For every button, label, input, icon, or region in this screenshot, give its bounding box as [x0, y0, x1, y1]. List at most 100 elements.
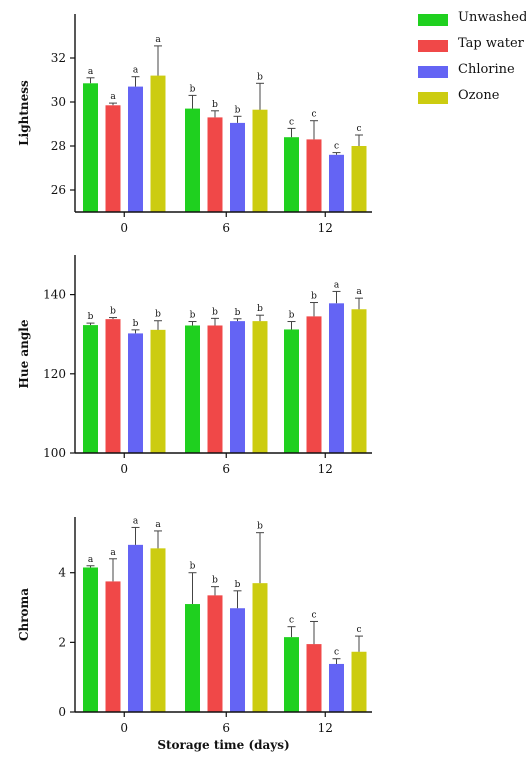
significance-label: b	[133, 319, 139, 329]
y-tick-label: 140	[43, 288, 66, 302]
x-tick-label: 0	[120, 462, 128, 476]
significance-label: c	[356, 625, 361, 635]
significance-label: a	[133, 66, 139, 76]
significance-label: b	[212, 576, 218, 586]
legend-label: Chlorine	[458, 62, 515, 77]
bar	[150, 75, 166, 212]
significance-label: a	[155, 520, 161, 530]
bar	[185, 325, 200, 453]
legend-item-unwashed: Unwashed	[418, 10, 526, 36]
legend-swatch-unwashed	[418, 14, 448, 26]
x-tick-label: 6	[222, 721, 230, 735]
bar	[230, 122, 245, 212]
significance-label: c	[311, 110, 316, 120]
y-tick-label: 4	[58, 566, 66, 580]
legend-swatch-tap-water	[418, 40, 448, 52]
significance-label: a	[88, 555, 94, 565]
x-tick-label: 12	[318, 721, 333, 735]
significance-label: b	[257, 522, 263, 532]
bar	[207, 325, 223, 453]
bar	[306, 644, 322, 712]
x-tick-label: 6	[222, 462, 230, 476]
y-axis-title: Chroma	[17, 588, 31, 641]
legend-label: Unwashed	[458, 10, 526, 25]
significance-label: b	[257, 304, 263, 314]
significance-label: b	[235, 308, 241, 318]
legend-item-ozone: Ozone	[418, 88, 523, 114]
significance-label: c	[334, 142, 339, 152]
x-axis-title: Storage time (days)	[157, 738, 289, 752]
significance-label: b	[235, 105, 241, 115]
bar	[185, 604, 200, 712]
bar	[351, 146, 367, 212]
significance-label: a	[133, 516, 139, 526]
bar	[128, 86, 143, 212]
bar	[185, 108, 200, 212]
y-tick-label: 26	[51, 183, 66, 197]
significance-label: c	[356, 124, 361, 134]
x-tick-label: 0	[120, 721, 128, 735]
bar	[351, 309, 367, 453]
bar	[207, 117, 223, 212]
significance-label: a	[334, 280, 340, 290]
bar	[329, 303, 344, 453]
legend-swatch-ozone	[418, 92, 448, 104]
significance-label: c	[289, 616, 294, 626]
significance-label: b	[88, 312, 94, 322]
significance-label: a	[356, 287, 362, 297]
bar	[128, 333, 143, 453]
legend-label: Tap water	[458, 36, 524, 51]
bar	[306, 139, 322, 212]
x-tick-label: 6	[222, 221, 230, 235]
significance-label: b	[155, 310, 161, 320]
significance-label: a	[110, 548, 116, 558]
significance-label: b	[289, 311, 295, 321]
bar	[105, 105, 121, 212]
legend-item-chlorine: Chlorine	[418, 62, 523, 88]
significance-label: b	[190, 311, 196, 321]
bar	[83, 567, 98, 712]
significance-label: b	[257, 72, 263, 82]
significance-label: b	[190, 562, 196, 572]
y-axis-title: Hue angle	[17, 319, 31, 388]
y-tick-label: 28	[51, 139, 66, 153]
y-tick-label: 100	[43, 446, 66, 460]
y-tick-label: 120	[43, 367, 66, 381]
bar	[329, 663, 344, 712]
bar	[105, 581, 121, 712]
bar	[284, 637, 299, 712]
y-tick-label: 30	[51, 95, 66, 109]
bar	[284, 137, 299, 212]
legend-label: Ozone	[458, 88, 500, 103]
bar	[230, 321, 245, 453]
significance-label: b	[311, 292, 317, 302]
significance-label: b	[212, 100, 218, 110]
significance-label: c	[289, 117, 294, 127]
bar	[83, 325, 98, 453]
bar	[83, 83, 98, 212]
bar	[252, 321, 268, 453]
significance-label: c	[311, 610, 316, 620]
x-tick-label: 0	[120, 221, 128, 235]
y-tick-label: 32	[51, 51, 66, 65]
y-axis-title: Lightness	[17, 80, 31, 146]
bar	[351, 651, 367, 712]
significance-label: b	[110, 307, 116, 317]
legend: Unwashed Tap water Chlorine Ozone	[418, 10, 526, 114]
significance-label: a	[155, 35, 161, 45]
legend-item-tap-water: Tap water	[418, 36, 524, 62]
significance-label: a	[88, 67, 94, 77]
legend-swatch-chlorine	[418, 66, 448, 78]
bar	[329, 154, 344, 212]
significance-label: b	[235, 580, 241, 590]
significance-label: a	[110, 92, 116, 102]
bar	[306, 316, 322, 453]
bar	[105, 319, 121, 453]
x-tick-label: 12	[318, 221, 333, 235]
bar	[150, 329, 166, 453]
significance-label: c	[334, 648, 339, 658]
y-tick-label: 2	[58, 635, 66, 649]
x-tick-label: 12	[318, 462, 333, 476]
bar	[128, 544, 143, 712]
